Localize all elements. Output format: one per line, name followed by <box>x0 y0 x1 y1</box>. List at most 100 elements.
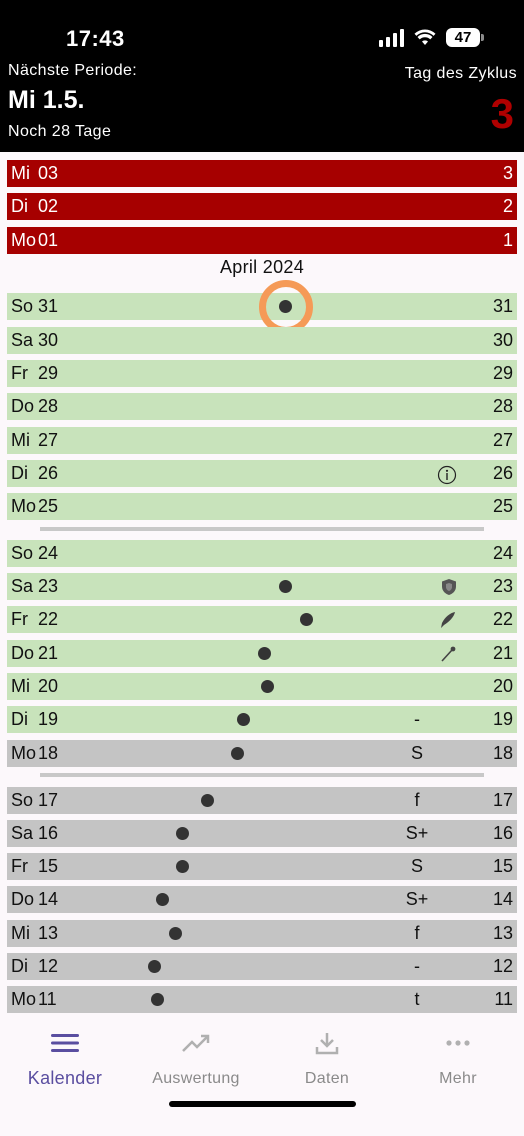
mucus-marker: f <box>414 790 420 810</box>
calendar-day-row[interactable]: Di 19 19 - <box>7 706 517 733</box>
tab-label: Mehr <box>439 1070 477 1087</box>
calendar-day-row[interactable]: Mo 25 25 <box>7 493 517 520</box>
weekday: Mo <box>11 230 37 250</box>
weekday: So <box>11 296 34 316</box>
cycle-day-number: 12 <box>492 956 513 976</box>
tab-mehr[interactable]: Mehr <box>393 1028 523 1088</box>
weekday: Mi <box>11 430 30 450</box>
calendar-day-row[interactable]: Mi 27 27 <box>7 427 517 454</box>
calendar-day-row[interactable]: Sa 30 30 <box>7 327 517 354</box>
temperature-dot <box>148 960 162 973</box>
day-number: 29 <box>38 363 59 383</box>
temperature-dot <box>299 613 313 626</box>
menu-icon <box>51 1034 79 1052</box>
feather-icon <box>439 611 457 634</box>
trend-icon <box>182 1034 210 1052</box>
calendar-day-row[interactable]: Do 21 21 <box>7 640 517 667</box>
today-highlight-ring <box>258 280 313 334</box>
tab-kalender[interactable]: Kalender <box>0 1028 130 1089</box>
temperature-dot <box>260 680 274 693</box>
weekday: Do <box>11 889 35 909</box>
cycle-day-number: 13 <box>492 923 513 943</box>
status-time: 17:43 <box>66 26 125 51</box>
weekday: Sa <box>11 330 34 350</box>
calendar-day-row[interactable]: Sa 23 23 <box>7 573 517 600</box>
temperature-dot <box>176 860 190 873</box>
calendar-day-row[interactable]: Fr 15 15 S <box>7 853 517 880</box>
calendar-day-row[interactable]: Mi 13 13 f <box>7 920 517 947</box>
day-number: 13 <box>38 923 59 943</box>
day-number: 16 <box>38 823 59 843</box>
day-number: 22 <box>38 609 59 629</box>
day-number: 24 <box>38 543 59 563</box>
cycle-day-label: Tag des Zyklus <box>404 65 517 82</box>
cycle-day-number: 1 <box>502 230 513 250</box>
tab-daten[interactable]: Daten <box>262 1028 392 1088</box>
day-number: 03 <box>38 163 59 183</box>
weekday: Di <box>11 709 28 729</box>
calendar-day-row[interactable]: Mo 11 11 t <box>7 986 517 1013</box>
temperature-dot <box>150 993 164 1006</box>
calendar-day-row[interactable]: Sa 16 16 S+ <box>7 820 517 847</box>
days-remaining: Noch 28 Tage <box>8 123 112 140</box>
day-number: 12 <box>38 956 59 976</box>
cycle-day-number: 19 <box>492 709 513 729</box>
weekday: Do <box>11 643 35 663</box>
day-number: 18 <box>38 743 59 763</box>
temperature-dot <box>258 647 272 660</box>
weekday: Di <box>11 463 28 483</box>
weekday: So <box>11 790 34 810</box>
battery-icon: 47 <box>446 28 484 47</box>
calendar-day-row[interactable]: Mi 20 20 <box>7 673 517 700</box>
week-divider <box>40 773 484 777</box>
day-number: 23 <box>38 576 59 596</box>
calendar-day-row[interactable]: Mi 03 3 <box>7 160 517 187</box>
cycle-day-number: 11 <box>494 989 513 1009</box>
tab-label: Daten <box>304 1070 350 1087</box>
tab-auswertung[interactable]: Auswertung <box>131 1028 261 1088</box>
weekday: Fr <box>11 856 28 876</box>
mucus-marker: t <box>414 989 420 1009</box>
calendar-day-row[interactable]: Mo 01 1 <box>7 227 517 254</box>
weekday: Fr <box>11 363 28 383</box>
weekday: So <box>11 543 34 563</box>
weekday: Mo <box>11 496 37 516</box>
tab-label: Auswertung <box>152 1070 240 1087</box>
mucus-marker: - <box>414 956 420 976</box>
calendar-day-row[interactable]: Mo 18 18 S <box>7 740 517 767</box>
weekday: Di <box>11 196 28 216</box>
calendar-day-row[interactable]: Fr 22 22 <box>7 606 517 633</box>
cycle-day-number: 14 <box>492 889 513 909</box>
signal-icon <box>379 28 404 47</box>
day-number: 31 <box>38 296 59 316</box>
day-number: 30 <box>38 330 59 350</box>
cycle-day-number: 29 <box>492 363 513 383</box>
cycle-day-number: 18 <box>492 743 513 763</box>
day-number: 15 <box>38 856 59 876</box>
temperature-dot <box>168 927 182 940</box>
cycle-day-number: 20 <box>492 676 513 696</box>
weekday: Mo <box>11 743 37 763</box>
calendar-day-row[interactable]: So 24 24 <box>7 540 517 567</box>
info-icon[interactable] <box>437 465 457 490</box>
weekday: Mi <box>11 676 30 696</box>
cycle-day-number: 22 <box>492 609 513 629</box>
mucus-marker: S+ <box>405 823 429 843</box>
calendar-day-row[interactable]: Do 28 28 <box>7 393 517 420</box>
calendar-day-row[interactable]: Di 26 26 <box>7 460 517 487</box>
calendar-day-row[interactable]: Di 02 2 <box>7 193 517 220</box>
cycle-day-number: 31 <box>492 296 513 316</box>
day-number: 02 <box>38 196 59 216</box>
calendar-day-row[interactable]: Fr 29 29 <box>7 360 517 387</box>
temperature-dot <box>176 827 190 840</box>
calendar-day-row[interactable]: Do 14 14 S+ <box>7 886 517 913</box>
weekday: Di <box>11 956 28 976</box>
temperature-dot <box>156 893 170 906</box>
cycle-day-number: 16 <box>492 823 513 843</box>
calendar-day-row[interactable]: So 31 31 <box>7 280 517 334</box>
cycle-day-number: 23 <box>492 576 513 596</box>
mucus-marker: f <box>414 923 420 943</box>
day-number: 20 <box>38 676 59 696</box>
calendar-day-row[interactable]: Di 12 12 - <box>7 953 517 980</box>
calendar-day-row[interactable]: So 17 17 f <box>7 787 517 814</box>
